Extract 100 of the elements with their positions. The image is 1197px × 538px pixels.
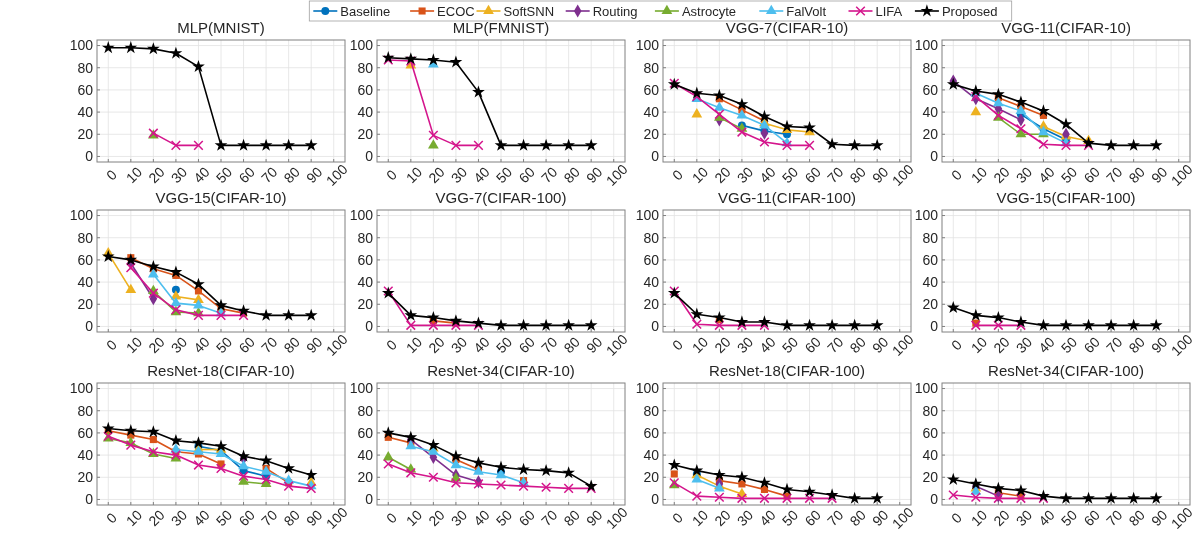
x-tick-label: 30 [167, 506, 191, 530]
y-tick-label: 100 [635, 207, 660, 224]
y-tick-label: 60 [357, 251, 374, 268]
x-tick-label: 10 [122, 333, 146, 357]
y-tick-label: 20 [77, 469, 94, 486]
x-tick-label: 80 [560, 163, 584, 187]
legend-label: FalVolt [786, 3, 827, 19]
x-tick-label: 60 [515, 333, 538, 357]
y-tick-label: 80 [643, 229, 660, 246]
y-tick-label: 60 [643, 81, 660, 98]
x-tick-label: 70 [824, 506, 847, 530]
x-tick-label: 60 [235, 506, 258, 530]
x-tick-label: 0 [947, 166, 965, 184]
x-tick-label: 10 [402, 506, 426, 530]
y-tick-label: 100 [914, 207, 939, 224]
x-tick-label: 20 [711, 506, 734, 530]
x-tick-label: 20 [425, 333, 448, 357]
x-tick-label: 50 [212, 506, 236, 530]
x-tick-label: 50 [778, 333, 802, 357]
x-tick-label: 30 [447, 163, 471, 187]
x-tick-label: 40 [756, 506, 779, 530]
x-tick-label: 30 [733, 333, 757, 357]
y-tick-label: 40 [357, 446, 374, 463]
y-tick-label: 20 [643, 126, 660, 143]
y-tick-label: 20 [357, 126, 374, 143]
y-tick-label: 0 [365, 148, 374, 165]
y-tick-label: 0 [651, 148, 660, 165]
y-tick-label: 20 [922, 296, 939, 313]
chart-title: ResNet-18(CIFAR-100) [709, 362, 865, 379]
legend-label: Baseline [340, 3, 391, 19]
x-tick-label: 80 [1125, 506, 1149, 530]
x-tick-label: 40 [1035, 333, 1058, 357]
x-tick-label: 10 [402, 333, 426, 357]
y-tick-label: 100 [635, 37, 660, 54]
x-tick-label: 20 [990, 163, 1013, 187]
x-tick-label: 70 [538, 506, 561, 530]
x-tick-label: 10 [967, 163, 991, 187]
y-tick-label: 40 [643, 446, 660, 463]
x-tick-label: 60 [235, 333, 258, 357]
x-tick-label: 0 [668, 336, 686, 354]
x-tick-label: 70 [258, 163, 281, 187]
y-tick-label: 0 [930, 491, 939, 508]
x-tick-label: 10 [688, 506, 712, 530]
y-tick-label: 100 [349, 37, 374, 54]
y-tick-label: 0 [85, 491, 94, 508]
y-tick-label: 20 [77, 126, 94, 143]
x-tick-label: 70 [1103, 163, 1126, 187]
y-tick-label: 60 [77, 424, 94, 441]
x-tick-label: 40 [470, 163, 493, 187]
x-tick-label: 70 [1103, 333, 1126, 357]
chart-title: VGG-15(CIFAR-10) [155, 189, 287, 206]
legend-label: LIFA [875, 3, 903, 19]
x-tick-label: 60 [1080, 333, 1103, 357]
x-tick-label: 0 [102, 166, 120, 184]
y-tick-label: 0 [365, 491, 374, 508]
legend-label: Astrocyte [681, 3, 737, 19]
chart-title: MLP(FMNIST) [452, 19, 550, 36]
x-tick-label: 70 [258, 506, 281, 530]
x-tick-label: 20 [145, 506, 168, 530]
x-tick-label: 50 [1057, 506, 1081, 530]
x-tick-label: 60 [801, 333, 824, 357]
y-tick-label: 100 [635, 380, 660, 397]
x-tick-label: 60 [1080, 506, 1103, 530]
y-tick-label: 80 [357, 402, 374, 419]
x-tick-label: 0 [382, 166, 400, 184]
chart-title: VGG-15(CIFAR-100) [996, 189, 1136, 206]
y-tick-label: 80 [643, 59, 660, 76]
y-tick-label: 60 [922, 81, 939, 98]
x-tick-label: 40 [756, 333, 779, 357]
x-tick-label: 40 [1035, 506, 1058, 530]
chart-title: VGG-7(CIFAR-100) [435, 189, 567, 206]
x-tick-label: 80 [1125, 163, 1149, 187]
x-tick-label: 60 [235, 163, 258, 187]
y-tick-label: 60 [77, 251, 94, 268]
y-tick-label: 20 [643, 296, 660, 313]
x-tick-label: 50 [212, 333, 236, 357]
y-tick-label: 80 [357, 229, 374, 246]
x-tick-label: 0 [947, 509, 965, 527]
x-tick-label: 20 [425, 506, 448, 530]
y-tick-label: 80 [77, 59, 94, 76]
x-tick-label: 0 [102, 509, 120, 527]
x-tick-label: 30 [1012, 333, 1036, 357]
y-tick-label: 40 [922, 446, 939, 463]
legend-label: ECOC [437, 3, 475, 19]
y-tick-label: 80 [922, 59, 939, 76]
x-tick-label: 20 [145, 333, 168, 357]
x-tick-label: 60 [515, 506, 538, 530]
y-tick-label: 40 [922, 273, 939, 290]
y-tick-label: 100 [349, 380, 374, 397]
chart-title: ResNet-34(CIFAR-100) [988, 362, 1144, 379]
x-tick-label: 30 [1012, 506, 1036, 530]
x-tick-label: 50 [212, 163, 236, 187]
y-tick-label: 100 [914, 380, 939, 397]
x-tick-label: 50 [778, 506, 802, 530]
x-tick-label: 30 [1012, 163, 1036, 187]
x-tick-label: 80 [846, 506, 870, 530]
x-tick-label: 40 [190, 163, 213, 187]
x-tick-label: 70 [824, 163, 847, 187]
y-tick-label: 0 [85, 148, 94, 165]
x-tick-label: 50 [1057, 333, 1081, 357]
